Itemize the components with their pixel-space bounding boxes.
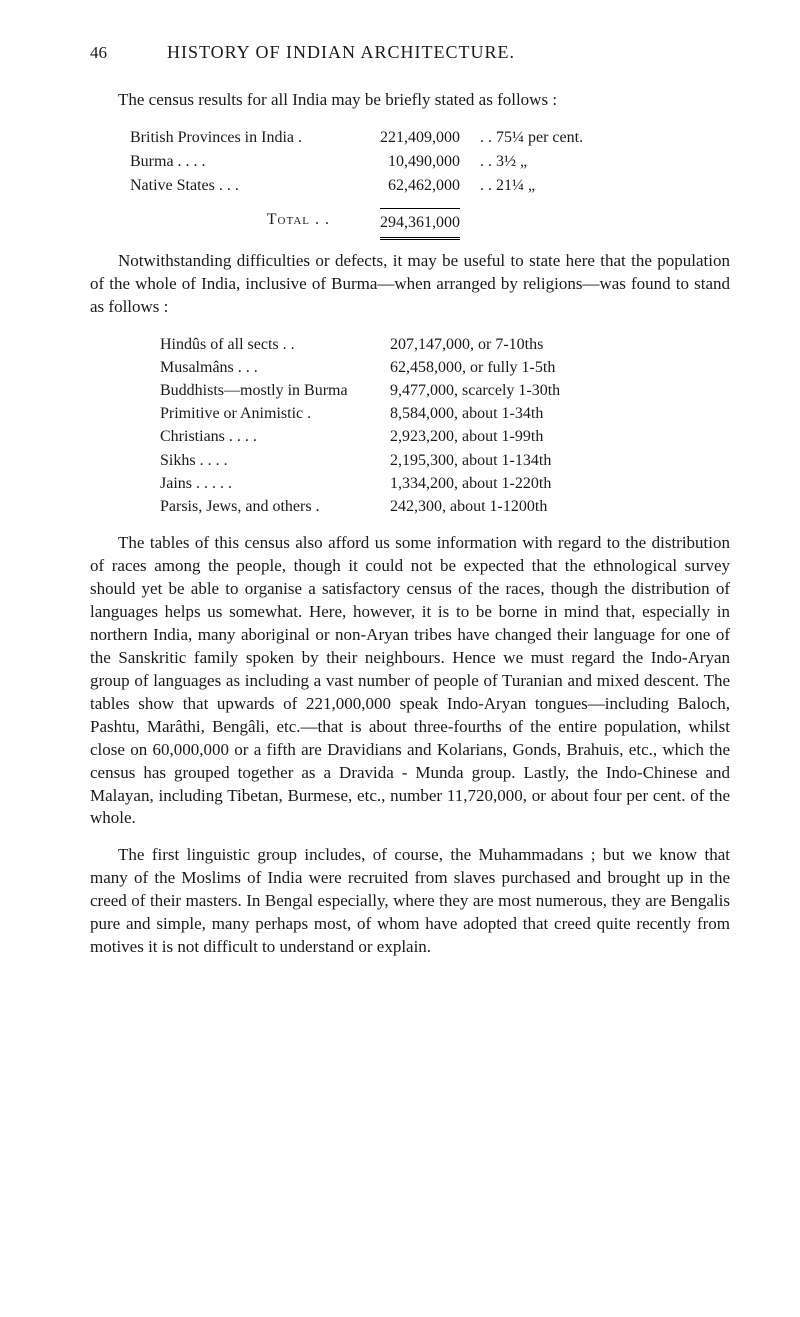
table-row: Hindûs of all sects . . 207,147,000, or … xyxy=(160,333,730,356)
row-value: 62,458,000, or fully 1-5th xyxy=(390,356,730,379)
table-row: Buddhists—mostly in Burma 9,477,000, sca… xyxy=(160,379,730,402)
page-number: 46 xyxy=(90,42,107,65)
table-row: Parsis, Jews, and others . 242,300, abou… xyxy=(160,495,730,518)
table-row: Christians . . . . 2,923,200, about 1-99… xyxy=(160,425,730,448)
row-label: Burma . . . . xyxy=(130,150,350,174)
row-label: British Provinces in India . xyxy=(130,126,350,150)
row-label: Primitive or Animistic . xyxy=(160,402,390,425)
row-label: Parsis, Jews, and others . xyxy=(160,495,390,518)
row-value: 1,334,200, about 1-220th xyxy=(390,472,730,495)
linguistic-paragraph: The tables of this census also afford us… xyxy=(90,532,730,830)
row-percent: . . 75¼ per cent. xyxy=(480,126,620,150)
row-value: 62,462,000 xyxy=(350,174,480,198)
table-row: Sikhs . . . . 2,195,300, about 1-134th xyxy=(160,449,730,472)
row-label: Hindûs of all sects . . xyxy=(160,333,390,356)
row-label: Sikhs . . . . xyxy=(160,449,390,472)
page-title: HISTORY OF INDIAN ARCHITECTURE. xyxy=(167,40,515,64)
row-percent: . . 3½ „ xyxy=(480,150,620,174)
table-row: Primitive or Animistic . 8,584,000, abou… xyxy=(160,402,730,425)
religion-intro-paragraph: Notwithstanding difficulties or defects,… xyxy=(90,250,730,319)
muhammadans-paragraph: The first linguistic group includes, of … xyxy=(90,844,730,959)
row-label: Native States . . . xyxy=(130,174,350,198)
page-header: 46 HISTORY OF INDIAN ARCHITECTURE. xyxy=(90,40,730,65)
religion-table: Hindûs of all sects . . 207,147,000, or … xyxy=(160,333,730,519)
intro-paragraph: The census results for all India may be … xyxy=(90,89,730,112)
row-value: 9,477,000, scarcely 1-30th xyxy=(390,379,730,402)
table-row: Jains . . . . . 1,334,200, about 1-220th xyxy=(160,472,730,495)
row-value: 2,195,300, about 1-134th xyxy=(390,449,730,472)
row-value: 242,300, about 1-1200th xyxy=(390,495,730,518)
row-label: Buddhists—mostly in Burma xyxy=(160,379,390,402)
row-percent: . . 21¼ „ xyxy=(480,174,620,198)
population-table: British Provinces in India . 221,409,000… xyxy=(130,126,730,240)
row-value: 207,147,000, or 7-10ths xyxy=(390,333,730,356)
table-row: Burma . . . . 10,490,000 . . 3½ „ xyxy=(130,150,730,174)
table-row: British Provinces in India . 221,409,000… xyxy=(130,126,730,150)
total-label: Total . . xyxy=(130,208,350,240)
row-value: 8,584,000, about 1-34th xyxy=(390,402,730,425)
total-row: Total . . 294,361,000 xyxy=(130,208,730,240)
row-value: 10,490,000 xyxy=(350,150,480,174)
row-label: Jains . . . . . xyxy=(160,472,390,495)
row-label: Musalmâns . . . xyxy=(160,356,390,379)
table-row: Native States . . . 62,462,000 . . 21¼ „ xyxy=(130,174,730,198)
table-row: Musalmâns . . . 62,458,000, or fully 1-5… xyxy=(160,356,730,379)
total-value: 294,361,000 xyxy=(350,208,480,240)
row-value: 221,409,000 xyxy=(350,126,480,150)
row-label: Christians . . . . xyxy=(160,425,390,448)
row-value: 2,923,200, about 1-99th xyxy=(390,425,730,448)
